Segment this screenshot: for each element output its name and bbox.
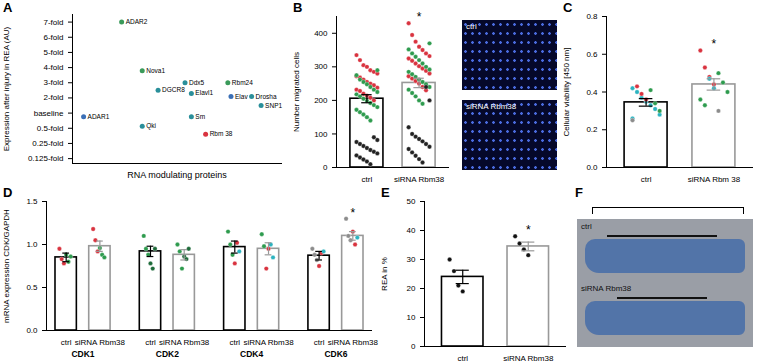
svg-text:0.125-fold: 0.125-fold [28, 154, 64, 163]
svg-text:Rbm24: Rbm24 [232, 79, 253, 86]
svg-text:siRNA Rbm 38: siRNA Rbm 38 [688, 175, 741, 184]
svg-text:400: 400 [314, 29, 328, 38]
html-text:E: E [381, 185, 390, 200]
svg-text:*: * [712, 37, 717, 51]
svg-text:Nova1: Nova1 [146, 67, 165, 74]
svg-text:ctrl: ctrl [314, 338, 325, 347]
svg-text:CDK1: CDK1 [71, 349, 94, 359]
svg-text:*: * [417, 10, 422, 24]
svg-text:Ddx5: Ddx5 [189, 79, 205, 86]
svg-text:Elav: Elav [235, 92, 248, 99]
svg-text:*: * [350, 206, 355, 220]
svg-text:siRNA Rbm38: siRNA Rbm38 [328, 338, 379, 347]
svg-text:Expression after injury in REA: Expression after injury in REA (AU) [2, 26, 11, 151]
svg-text:0.8: 0.8 [586, 12, 598, 21]
svg-text:6-fold: 6-fold [43, 33, 63, 42]
svg-text:CDK4: CDK4 [240, 349, 263, 359]
svg-text:*: * [526, 223, 531, 237]
svg-text:0.5: 0.5 [26, 283, 38, 292]
html-text:B: B [293, 0, 303, 15]
svg-text:SNP1: SNP1 [265, 102, 282, 109]
svg-text:20: 20 [407, 284, 416, 293]
svg-text:ADAR1: ADAR1 [88, 113, 110, 120]
svg-text:Drosha: Drosha [256, 92, 277, 99]
svg-text:Cellular viability [450 nm]: Cellular viability [450 nm] [562, 48, 571, 137]
svg-text:siRNA Rbm38: siRNA Rbm38 [394, 175, 445, 184]
svg-text:100: 100 [314, 130, 328, 139]
svg-text:siRNA Rbm38: siRNA Rbm38 [243, 338, 294, 347]
html-text:ctrl: ctrl [466, 22, 477, 31]
svg-text:5-fold: 5-fold [43, 48, 63, 57]
svg-text:siRNA Rbm38: siRNA Rbm38 [75, 338, 126, 347]
svg-text:REA in %: REA in % [380, 257, 389, 291]
svg-text:baseline: baseline [34, 109, 64, 118]
html-text:RNA modulating proteins: RNA modulating proteins [127, 170, 227, 180]
svg-text:0.0: 0.0 [26, 326, 38, 335]
html-text:A: A [3, 0, 13, 15]
svg-text:CDK6: CDK6 [324, 349, 347, 359]
svg-text:0.25-fold: 0.25-fold [32, 139, 63, 148]
svg-text:DGCR8: DGCR8 [162, 86, 185, 93]
svg-text:Rbm 38: Rbm 38 [210, 130, 233, 137]
svg-text:Number migrated cells: Number migrated cells [292, 52, 301, 132]
svg-text:Elavl1: Elavl1 [195, 89, 213, 96]
html-text:F: F [575, 185, 583, 200]
svg-text:0.6: 0.6 [586, 50, 598, 59]
svg-text:0: 0 [323, 163, 328, 172]
svg-text:0.5-fold: 0.5-fold [37, 124, 64, 133]
svg-text:0.0: 0.0 [586, 163, 598, 172]
svg-text:50: 50 [407, 197, 416, 206]
svg-text:ctrl: ctrl [61, 338, 72, 347]
html-text:C: C [563, 0, 573, 15]
svg-text:siRNA Rbm38: siRNA Rbm38 [159, 338, 210, 347]
html-text:ctrl: ctrl [581, 222, 592, 231]
html-text:siRNA Rbm38: siRNA Rbm38 [581, 284, 632, 293]
svg-text:10: 10 [407, 313, 416, 322]
svg-text:ADAR2: ADAR2 [126, 18, 148, 25]
svg-text:1.0: 1.0 [26, 240, 38, 249]
svg-text:3-fold: 3-fold [43, 78, 63, 87]
svg-text:0: 0 [411, 342, 416, 351]
svg-text:300: 300 [314, 62, 328, 71]
svg-text:30: 30 [407, 255, 416, 264]
svg-text:CDK2: CDK2 [156, 349, 179, 359]
svg-text:Qki: Qki [146, 122, 156, 130]
svg-text:ctrl: ctrl [457, 354, 468, 363]
svg-text:ctrl: ctrl [145, 338, 156, 347]
svg-text:7-fold: 7-fold [43, 18, 63, 27]
html-text:D: D [3, 185, 13, 200]
svg-text:4-fold: 4-fold [43, 63, 63, 72]
svg-text:ctrl: ctrl [641, 175, 652, 184]
svg-text:Sm: Sm [195, 113, 205, 120]
svg-text:40: 40 [407, 226, 416, 235]
svg-text:1.5: 1.5 [26, 197, 38, 206]
svg-text:0.2: 0.2 [586, 125, 598, 134]
svg-text:0.4: 0.4 [586, 88, 598, 97]
svg-text:2-fold: 2-fold [43, 93, 63, 102]
svg-text:siRNA Rbm38: siRNA Rbm38 [503, 354, 554, 363]
svg-text:ctrl: ctrl [362, 175, 373, 184]
svg-text:mRNA expression CDK/GAPDH: mRNA expression CDK/GAPDH [2, 209, 11, 323]
svg-text:200: 200 [314, 96, 328, 105]
svg-text:ctrl: ctrl [229, 338, 240, 347]
html-text:siRNA Rbm38: siRNA Rbm38 [466, 102, 517, 111]
